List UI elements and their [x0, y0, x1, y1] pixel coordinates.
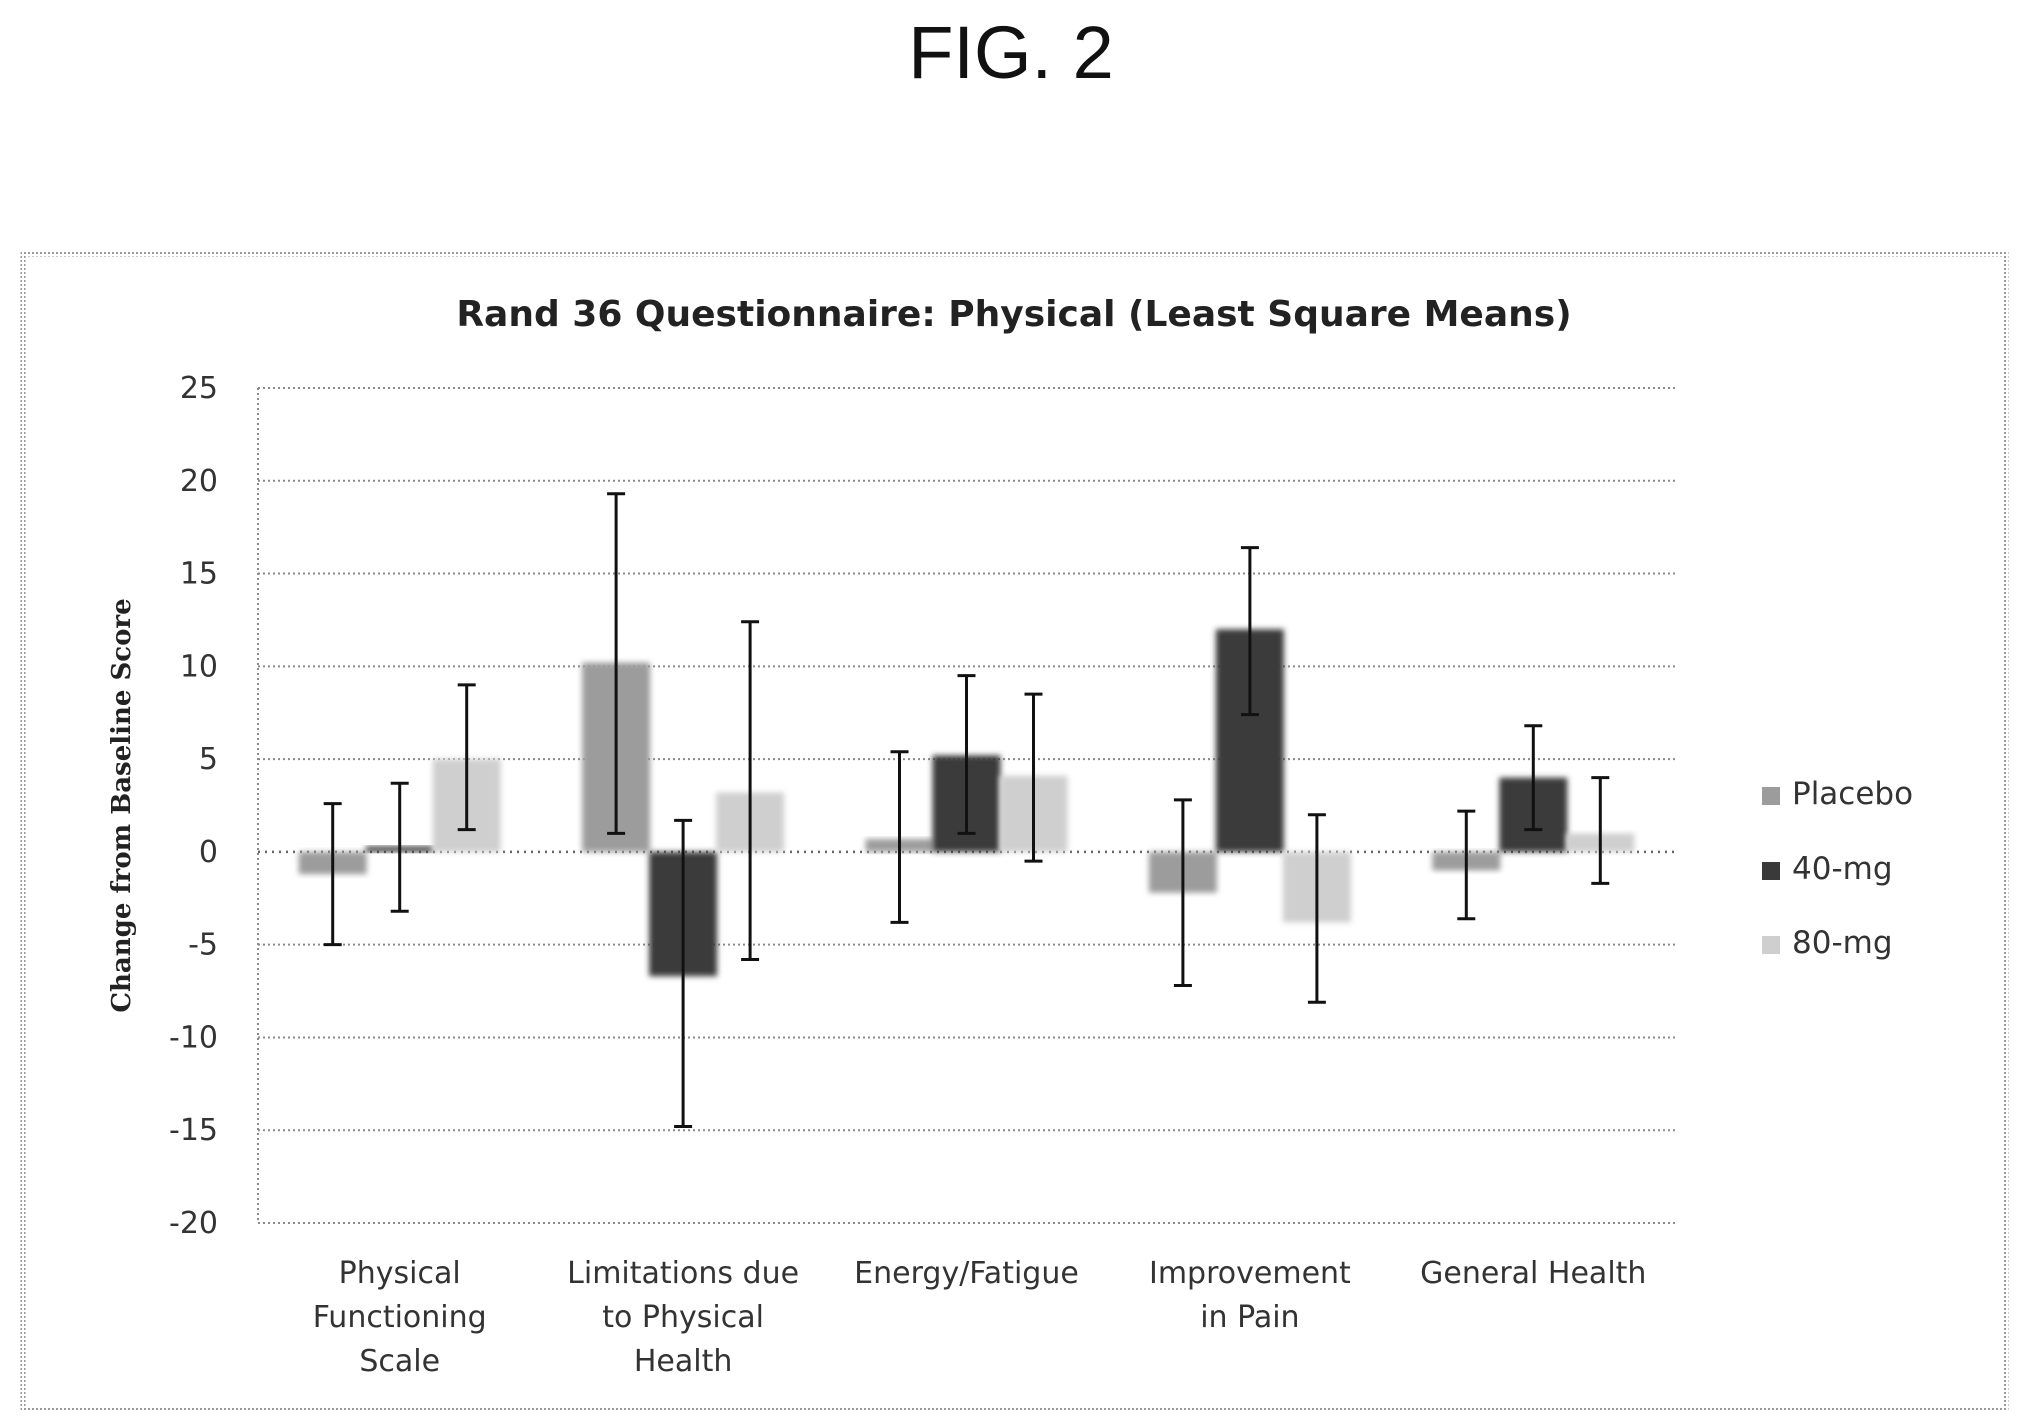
- y-tick-label: 25: [180, 371, 218, 406]
- y-tick-label: -20: [169, 1206, 218, 1241]
- x-category-label: Energy/Fatigue: [854, 1256, 1079, 1291]
- x-category-label: Functioning: [313, 1300, 487, 1335]
- x-category-label: Limitations due: [567, 1256, 799, 1291]
- x-category-label: in Pain: [1200, 1300, 1299, 1335]
- x-category-label: General Health: [1420, 1256, 1646, 1291]
- x-category-label: Improvement: [1149, 1256, 1351, 1291]
- legend-label: Placebo: [1792, 776, 1913, 812]
- y-tick-label: -15: [169, 1113, 218, 1148]
- legend-label: 40-mg: [1792, 851, 1893, 887]
- y-tick-label: 5: [199, 742, 218, 777]
- x-category-label: Scale: [359, 1344, 440, 1379]
- y-tick-label: 10: [180, 649, 218, 684]
- y-tick-label: -5: [188, 928, 218, 963]
- legend-swatch: [1762, 936, 1780, 954]
- y-tick-label: -10: [169, 1020, 218, 1055]
- legend-swatch: [1762, 787, 1780, 805]
- y-axis-title: Change from Baseline Score: [107, 598, 137, 1012]
- y-tick-label: 20: [180, 464, 218, 499]
- figure-label: FIG. 2: [908, 11, 1114, 94]
- legend-swatch: [1762, 862, 1780, 880]
- y-tick-label: 0: [199, 835, 218, 870]
- x-category-label: to Physical: [602, 1300, 764, 1335]
- x-category-label: Physical: [339, 1256, 461, 1291]
- chart-frame: [20, 251, 2009, 1412]
- chart-title: Rand 36 Questionnaire: Physical (Least S…: [456, 294, 1571, 335]
- plot-area: 25 20 15 10 5 0 -5 -10 -15 -20 Change from Baselin…: [107, 371, 1913, 1379]
- x-category-label: Health: [634, 1344, 733, 1379]
- y-tick-label: 15: [180, 557, 218, 592]
- legend-label: 80-mg: [1792, 925, 1893, 961]
